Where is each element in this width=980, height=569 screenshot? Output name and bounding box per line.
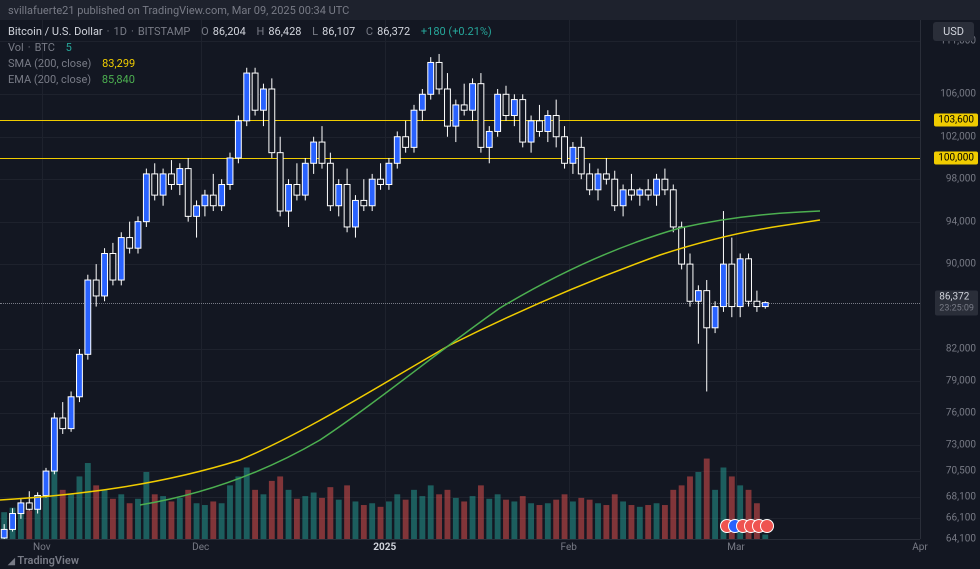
ohlc-low: 86,107 — [322, 24, 355, 40]
y-tick: 66,100 — [946, 512, 976, 523]
ohlc-high: 86,428 — [268, 24, 301, 40]
y-tick: 90,000 — [946, 259, 976, 270]
y-tick: 79,000 — [946, 375, 976, 386]
y-axis[interactable]: 64,10066,10068,10070,50073,00076,00079,0… — [920, 20, 980, 539]
chart-area[interactable] — [0, 20, 920, 539]
currency-button[interactable]: USD — [933, 22, 974, 41]
symbol-info: Bitcoin / U.S. Dollar · 1D · BITSTAMP O8… — [8, 24, 492, 88]
publish-text: svillafuerte21 published on TradingView.… — [8, 4, 349, 17]
symbol-name[interactable]: Bitcoin / U.S. Dollar — [8, 24, 103, 40]
ema-value: 85,840 — [102, 72, 135, 88]
ema-label: EMA (200, close) — [8, 72, 91, 88]
y-tick: 106,000 — [940, 89, 976, 100]
x-tick: 2025 — [373, 542, 396, 553]
y-tick: 94,000 — [946, 216, 976, 227]
x-tick: Dec — [192, 542, 209, 553]
sma-value: 83,299 — [102, 56, 135, 72]
y-tick: 82,000 — [946, 344, 976, 355]
change: +180 (+0.21%) — [421, 24, 492, 40]
interval[interactable]: 1D — [114, 24, 127, 40]
x-axis[interactable]: NovDec2025FebMarApr — [0, 539, 920, 557]
event-marker-icon[interactable] — [760, 519, 774, 533]
x-tick: Apr — [912, 542, 928, 553]
x-tick: Feb — [561, 542, 577, 553]
current-price-badge: 86,37223:25:09 — [935, 290, 978, 315]
vol-value: 5 — [66, 40, 72, 56]
y-tick: 70,500 — [946, 466, 976, 477]
y-tick: 98,000 — [946, 174, 976, 185]
y-tick: 64,100 — [946, 534, 976, 545]
x-tick: Nov — [33, 542, 51, 553]
ohlc-close: 86,372 — [377, 24, 410, 40]
y-tick: 76,000 — [946, 407, 976, 418]
vol-label: Vol — [8, 40, 24, 56]
hline-label: 100,000 — [934, 151, 978, 164]
hline-label: 103,600 — [934, 113, 978, 126]
exchange: BITSTAMP — [138, 24, 191, 40]
ohlc-open: 86,204 — [213, 24, 246, 40]
x-tick: Mar — [727, 542, 745, 553]
y-tick: 68,100 — [946, 491, 976, 502]
y-tick: 102,000 — [940, 131, 976, 142]
publish-bar: svillafuerte21 published on TradingView.… — [0, 0, 980, 20]
y-tick: 73,000 — [946, 439, 976, 450]
tradingview-logo[interactable]: ◢ TradingView — [8, 554, 79, 567]
sma-label: SMA (200, close) — [8, 56, 91, 72]
